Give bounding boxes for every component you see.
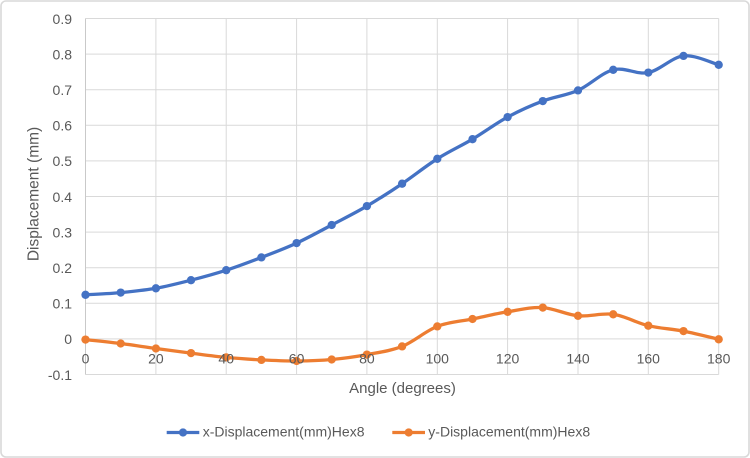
svg-text:0.9: 0.9 <box>53 11 73 27</box>
svg-text:y-Displacement(mm)Hex8: y-Displacement(mm)Hex8 <box>428 424 590 440</box>
svg-text:120: 120 <box>496 351 520 367</box>
svg-text:0.6: 0.6 <box>53 118 73 134</box>
svg-text:0.8: 0.8 <box>53 46 73 62</box>
svg-text:20: 20 <box>148 351 164 367</box>
svg-text:0.1: 0.1 <box>53 296 73 312</box>
svg-text:Angle (degrees): Angle (degrees) <box>349 380 456 397</box>
svg-text:80: 80 <box>359 351 375 367</box>
svg-text:0.5: 0.5 <box>53 153 73 169</box>
svg-text:60: 60 <box>289 351 305 367</box>
svg-text:160: 160 <box>637 351 661 367</box>
svg-text:140: 140 <box>566 351 590 367</box>
svg-text:Displacement (mm): Displacement (mm) <box>26 127 43 261</box>
svg-text:-0.1: -0.1 <box>48 367 72 383</box>
svg-text:x-Displacement(mm)Hex8: x-Displacement(mm)Hex8 <box>203 424 365 440</box>
svg-text:180: 180 <box>707 351 731 367</box>
svg-text:0.4: 0.4 <box>53 189 73 205</box>
svg-text:0: 0 <box>82 351 90 367</box>
svg-text:0.7: 0.7 <box>53 82 73 98</box>
svg-text:40: 40 <box>218 351 234 367</box>
svg-text:0.2: 0.2 <box>53 260 73 276</box>
svg-text:0.3: 0.3 <box>53 224 73 240</box>
svg-text:100: 100 <box>426 351 450 367</box>
svg-text:0: 0 <box>64 331 72 347</box>
